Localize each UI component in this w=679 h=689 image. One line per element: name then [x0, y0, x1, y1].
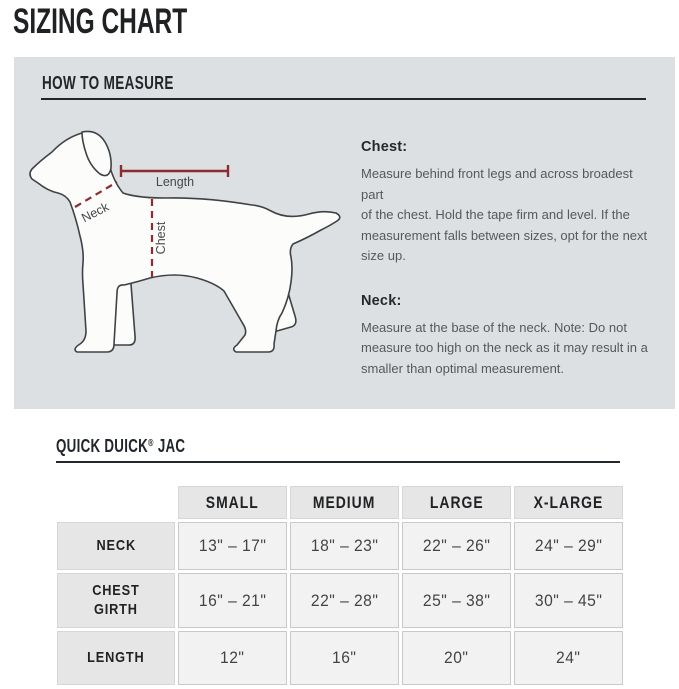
size-table: SMALL MEDIUM LARGE X-LARGE NECK 13" – 17…: [57, 486, 623, 685]
cell-value: 18" – 23": [310, 536, 379, 555]
row-label-length: LENGTH: [57, 631, 175, 685]
row-label-text: NECK: [96, 536, 136, 554]
table-cell-length-x-large: 24": [514, 631, 623, 685]
size-table-title: QUICK DUICK® JAC: [56, 436, 185, 457]
size-table-rule: [56, 461, 620, 463]
row-label-text: LENGTH: [87, 648, 145, 666]
table-cell-neck-large: 22" – 26": [402, 522, 511, 570]
column-header-x-large: X-LARGE: [514, 486, 623, 519]
cell-value: 16": [332, 648, 357, 667]
chest-label: Chest: [154, 221, 168, 254]
cell-value: 16" – 21": [198, 590, 267, 610]
neck-instructions: Neck: Measure at the base of the neck. N…: [361, 293, 657, 380]
heading-rule: [41, 98, 646, 100]
table-cell-length-small: 12": [178, 631, 287, 685]
cell-value: 22" – 28": [310, 590, 379, 610]
size-table-title-suffix: JAC: [153, 436, 186, 456]
length-label: Length: [156, 175, 194, 189]
cell-value: 13" – 17": [198, 536, 267, 555]
cell-value: 24" – 29": [534, 536, 603, 555]
column-header-small: SMALL: [178, 486, 287, 519]
column-header-label: SMALL: [206, 492, 259, 512]
cell-value: 12": [220, 648, 245, 667]
neck-measure-line: [74, 181, 118, 208]
row-label-text: CHEST GIRTH: [92, 581, 140, 618]
cell-value: 30" – 45": [534, 590, 603, 610]
table-cell-length-medium: 16": [290, 631, 399, 685]
measure-instructions: Chest: Measure behind front legs and acr…: [361, 139, 657, 379]
column-header-label: LARGE: [429, 492, 484, 512]
chest-instructions-body: Measure behind front legs and across bro…: [361, 166, 648, 264]
table-cell-neck-x-large: 24" – 29": [514, 522, 623, 570]
cell-value: 20": [444, 648, 469, 667]
table-cell-chest-x-large: 30" – 45": [514, 573, 623, 628]
column-header-label: MEDIUM: [313, 492, 376, 512]
page-title: SIZING CHART: [13, 2, 188, 41]
length-measure-line: [119, 165, 230, 177]
row-label-neck: NECK: [57, 522, 175, 570]
cell-value: 25" – 38": [422, 590, 491, 610]
chest-instructions-heading: Chest:: [361, 139, 408, 155]
cell-value: 22" – 26": [422, 536, 491, 555]
how-to-measure-heading: HOW TO MEASURE: [42, 73, 174, 93]
how-to-measure-panel: HOW TO MEASURE: [14, 57, 675, 409]
dog-ear: [81, 130, 112, 177]
dog-illustration-icon: Length Neck Chest: [29, 130, 341, 353]
row-label-chest-girth: CHEST GIRTH: [57, 573, 175, 628]
table-cell-neck-medium: 18" – 23": [290, 522, 399, 570]
chest-instructions: Chest: Measure behind front legs and acr…: [361, 139, 657, 267]
neck-instructions-body: Measure at the base of the neck. Note: D…: [361, 319, 648, 376]
table-cell-chest-small: 16" – 21": [178, 573, 287, 628]
column-header-medium: MEDIUM: [290, 486, 399, 519]
registered-trademark-mark: ®: [148, 438, 154, 449]
table-cell-neck-small: 13" – 17": [178, 522, 287, 570]
table-cell-chest-large: 25" – 38": [402, 573, 511, 628]
column-header-large: LARGE: [402, 486, 511, 519]
table-cell-length-large: 20": [402, 631, 511, 685]
table-corner-cell: [57, 486, 175, 519]
cell-value: 24": [556, 648, 581, 667]
table-cell-chest-medium: 22" – 28": [290, 573, 399, 628]
neck-instructions-heading: Neck:: [361, 292, 402, 309]
column-header-label: X-LARGE: [533, 492, 604, 512]
dog-measurement-diagram: Length Neck Chest: [25, 121, 355, 381]
size-table-title-text: QUICK DUICK: [56, 436, 149, 456]
